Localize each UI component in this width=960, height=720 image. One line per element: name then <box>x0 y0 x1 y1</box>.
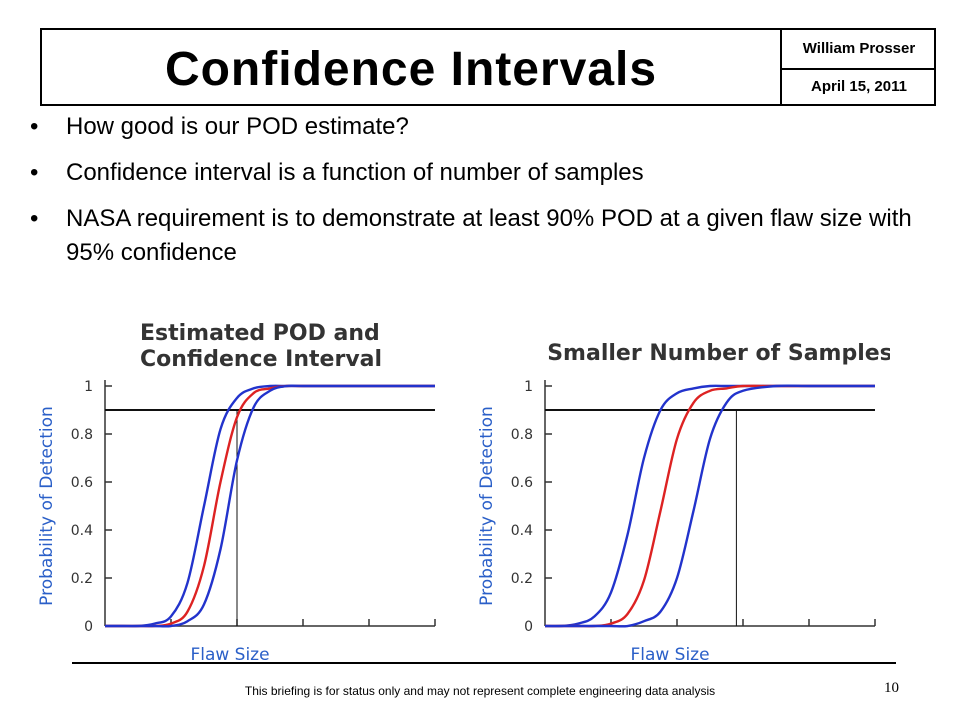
page-number: 10 <box>884 680 899 696</box>
chart-title-line: Estimated POD and <box>140 321 380 346</box>
bullet-item: • NASA requirement is to demonstrate at l… <box>30 202 930 270</box>
x-axis-label: Flaw Size <box>190 645 269 662</box>
footer-disclaimer: This briefing is for status only and may… <box>244 684 716 698</box>
chart-title: Smaller Number of Samples <box>547 341 890 366</box>
y-tick-label: 0.8 <box>71 427 93 443</box>
bullet-text: NASA requirement is to demonstrate at le… <box>66 205 912 266</box>
footer-rule <box>72 662 896 664</box>
chart-title-line: Smaller Number of Samples <box>547 341 890 366</box>
bullet-dot: • <box>30 205 39 232</box>
pod-estimate-curve <box>105 384 435 628</box>
y-tick-label: 0.4 <box>71 523 93 539</box>
y-tick-label: 1 <box>84 379 93 395</box>
slide-date: April 15, 2011 <box>811 78 907 95</box>
header-meta: William Prosser April 15, 2011 <box>780 30 936 104</box>
bullet-dot: • <box>30 113 39 140</box>
pod-chart-estimated: Estimated POD and Confidence Interval 0 0.2… <box>37 321 436 662</box>
y-tick-label: 0.8 <box>511 427 533 443</box>
lower-confidence-curve <box>105 384 435 628</box>
y-tick-label: 1 <box>524 379 533 395</box>
y-tick-label: 0.4 <box>511 523 533 539</box>
y-tick-label: 0.2 <box>511 571 533 587</box>
bullet-dot: • <box>30 159 39 186</box>
author-name: William Prosser <box>782 30 936 70</box>
bullet-text: Confidence interval is a function of num… <box>66 159 644 186</box>
pod-estimate-curve <box>545 384 875 628</box>
bullet-text: How good is our POD estimate? <box>66 113 409 140</box>
bullet-list: • How good is our POD estimate? • Confiden… <box>30 110 930 282</box>
y-tick-label: 0.6 <box>71 475 93 491</box>
y-tick-label: 0 <box>524 619 533 635</box>
lower-confidence-curve <box>545 384 875 628</box>
header-box: Confidence Intervals William Prosser Apr… <box>40 28 936 106</box>
x-axis-label: Flaw Size <box>630 645 709 662</box>
upper-confidence-curve <box>105 384 435 628</box>
chart-title-line: Confidence Interval <box>140 347 382 372</box>
bullet-item: • How good is our POD estimate? <box>30 110 930 144</box>
y-axis-label: Probability of Detection <box>37 406 57 606</box>
y-tick-label: 0.2 <box>71 571 93 587</box>
chart-title: Estimated POD and Confidence Interval <box>140 321 382 372</box>
bullet-item: • Confidence interval is a function of nu… <box>30 156 930 190</box>
y-tick-label: 0.6 <box>511 475 533 491</box>
slide-title: Confidence Intervals <box>164 43 658 96</box>
y-axis-label: Probability of Detection <box>477 406 497 606</box>
pod-chart-smaller-samples: Smaller Number of Samples 0 0.2 0.4 0.6 0.8 1 F… <box>477 341 890 662</box>
upper-confidence-curve <box>544 384 875 628</box>
y-tick-label: 0 <box>84 619 93 635</box>
